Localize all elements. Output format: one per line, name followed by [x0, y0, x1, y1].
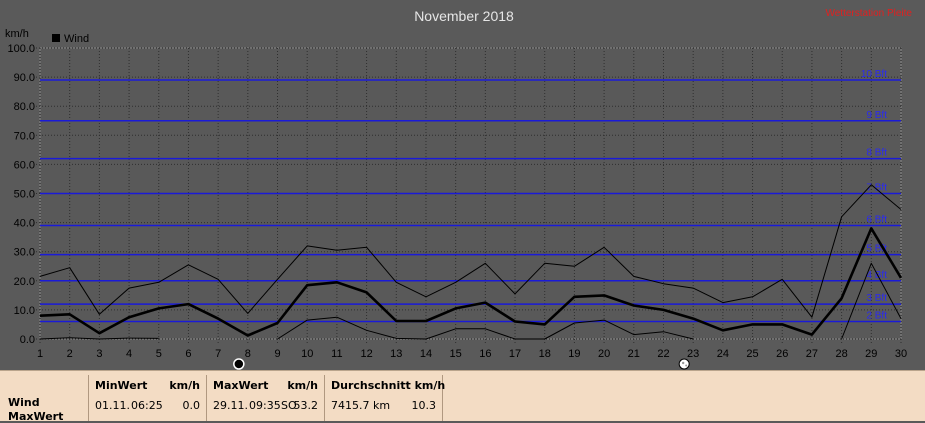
x-tick-label: 26 — [776, 348, 788, 360]
x-tick-label: 14 — [420, 348, 432, 360]
series-line-3 — [841, 262, 902, 340]
x-tick-label: 9 — [274, 348, 280, 360]
max-unit: km/h — [287, 379, 318, 392]
x-tick-label: 6 — [185, 348, 191, 360]
legend-swatch — [52, 34, 60, 42]
beaufort-label: 6 Bft — [866, 215, 887, 226]
stats-panel: Wind MaxWert MinWert km/h 01.11. 06:25 0… — [0, 370, 925, 423]
x-tick-label: 10 — [301, 348, 313, 360]
beaufort-label: 2 Bft — [866, 311, 887, 322]
legend-label: Wind — [64, 33, 89, 45]
y-tick-label: 80.0 — [14, 101, 35, 113]
max-box: MaxWert km/h 29.11. 09:35 SO 53.2 — [206, 375, 325, 421]
full-moon-crater — [685, 364, 688, 367]
beaufort-label: 4 Bft — [866, 270, 887, 281]
beaufort-label: 5 Bft — [866, 244, 887, 255]
full-moon-crater — [681, 361, 685, 365]
y-tick-label: 0.0 — [20, 334, 35, 346]
x-tick-label: 20 — [598, 348, 610, 360]
max-time: 09:35 — [249, 399, 281, 412]
x-tick-label: 27 — [806, 348, 818, 360]
y-axis-tick-labels: 0.0 10.0 20.0 30.0 40.0 50.0 60.0 70.0 80.0 90.0 1… — [7, 43, 35, 346]
x-tick-label: 21 — [628, 348, 640, 360]
x-tick-label: 13 — [390, 348, 402, 360]
y-tick-label: 100.0 — [7, 43, 35, 55]
x-tick-label: 12 — [360, 348, 372, 360]
x-tick-label: 16 — [479, 348, 491, 360]
x-tick-label: 8 — [245, 348, 251, 360]
min-value: 0.0 — [182, 399, 201, 412]
beaufort-label: 8 Bft — [866, 148, 887, 159]
beaufort-label: 9 Bft — [866, 110, 887, 121]
row-label-maxwert: MaxWert — [8, 410, 64, 423]
y-axis-unit-label: km/h — [5, 28, 29, 40]
avg-distance: 7415.7 km — [331, 399, 391, 412]
min-date: 01.11. — [95, 399, 130, 412]
min-box: MinWert km/h 01.11. 06:25 0.0 — [88, 375, 207, 421]
x-tick-label: 25 — [746, 348, 758, 360]
avg-header: Durchschnitt km/h — [331, 379, 446, 392]
y-tick-label: 40.0 — [14, 218, 35, 230]
x-tick-label: 2 — [67, 348, 73, 360]
x-tick-label: 18 — [539, 348, 551, 360]
max-direction: SO — [281, 399, 297, 412]
min-header: MinWert — [95, 379, 148, 392]
x-axis-tick-labels: 1 2 3 4 5 6 7 8 9 10 11 12 13 14 15 16 17 18 19 20 21 22 23 24 2… — [37, 348, 907, 360]
moon-phases — [233, 358, 690, 370]
avg-value: 10.3 — [411, 399, 437, 412]
x-tick-label: 3 — [96, 348, 102, 360]
station-note: Wetterstation Pleite — [825, 8, 912, 19]
x-tick-label: 28 — [835, 348, 847, 360]
series-line-2 — [39, 227, 903, 337]
x-tick-label: 15 — [450, 348, 462, 360]
y-tick-label: 60.0 — [14, 159, 35, 171]
x-tick-label: 29 — [865, 348, 877, 360]
chart-title: November 2018 — [414, 8, 514, 24]
wind-chart: 2 Bft 3 Bft 4 Bft 5 Bft 6 Bft 7 Bft 8 Bft 9 Bft… — [5, 8, 913, 370]
x-tick-label: 4 — [126, 348, 132, 360]
max-date: 29.11. — [213, 399, 248, 412]
x-tick-label: 24 — [717, 348, 729, 360]
x-tick-label: 23 — [687, 348, 699, 360]
y-tick-label: 20.0 — [14, 276, 35, 288]
beaufort-label: 10 Bft — [861, 69, 887, 80]
max-header: MaxWert — [213, 379, 269, 392]
y-tick-label: 30.0 — [14, 247, 35, 259]
x-tick-label: 17 — [509, 348, 521, 360]
x-tick-label: 1 — [37, 348, 43, 360]
series-lines — [39, 184, 903, 340]
beaufort-lines: 2 Bft 3 Bft 4 Bft 5 Bft 6 Bft 7 Bft 8 Bft 9 Bft… — [40, 69, 901, 323]
x-tick-label: 5 — [156, 348, 162, 360]
beaufort-label: 3 Bft — [866, 293, 887, 304]
max-value: 53.2 — [293, 399, 319, 412]
series-line-3 — [277, 316, 694, 340]
x-tick-label: 11 — [331, 348, 342, 360]
min-time: 06:25 — [131, 399, 163, 412]
min-unit: km/h — [169, 379, 200, 392]
y-tick-label: 50.0 — [14, 189, 35, 201]
x-tick-label: 30 — [895, 348, 907, 360]
x-tick-label: 7 — [215, 348, 221, 360]
new-moon-icon — [233, 358, 245, 370]
x-tick-label: 19 — [568, 348, 580, 360]
series-line-1 — [39, 184, 902, 318]
y-tick-label: 10.0 — [14, 305, 35, 317]
y-tick-label: 90.0 — [14, 72, 35, 84]
series-line-3 — [39, 337, 159, 340]
row-label-wind: Wind — [8, 396, 40, 409]
full-moon-icon — [678, 358, 690, 370]
avg-box: Durchschnitt km/h 7415.7 km 10.3 — [324, 375, 446, 421]
beaufort-label: 7 Bft — [866, 183, 887, 194]
x-tick-label: 22 — [657, 348, 669, 360]
y-tick-label: 70.0 — [14, 130, 35, 142]
